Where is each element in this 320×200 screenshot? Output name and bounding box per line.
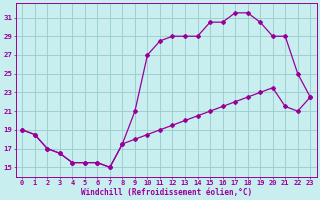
X-axis label: Windchill (Refroidissement éolien,°C): Windchill (Refroidissement éolien,°C) (81, 188, 252, 197)
